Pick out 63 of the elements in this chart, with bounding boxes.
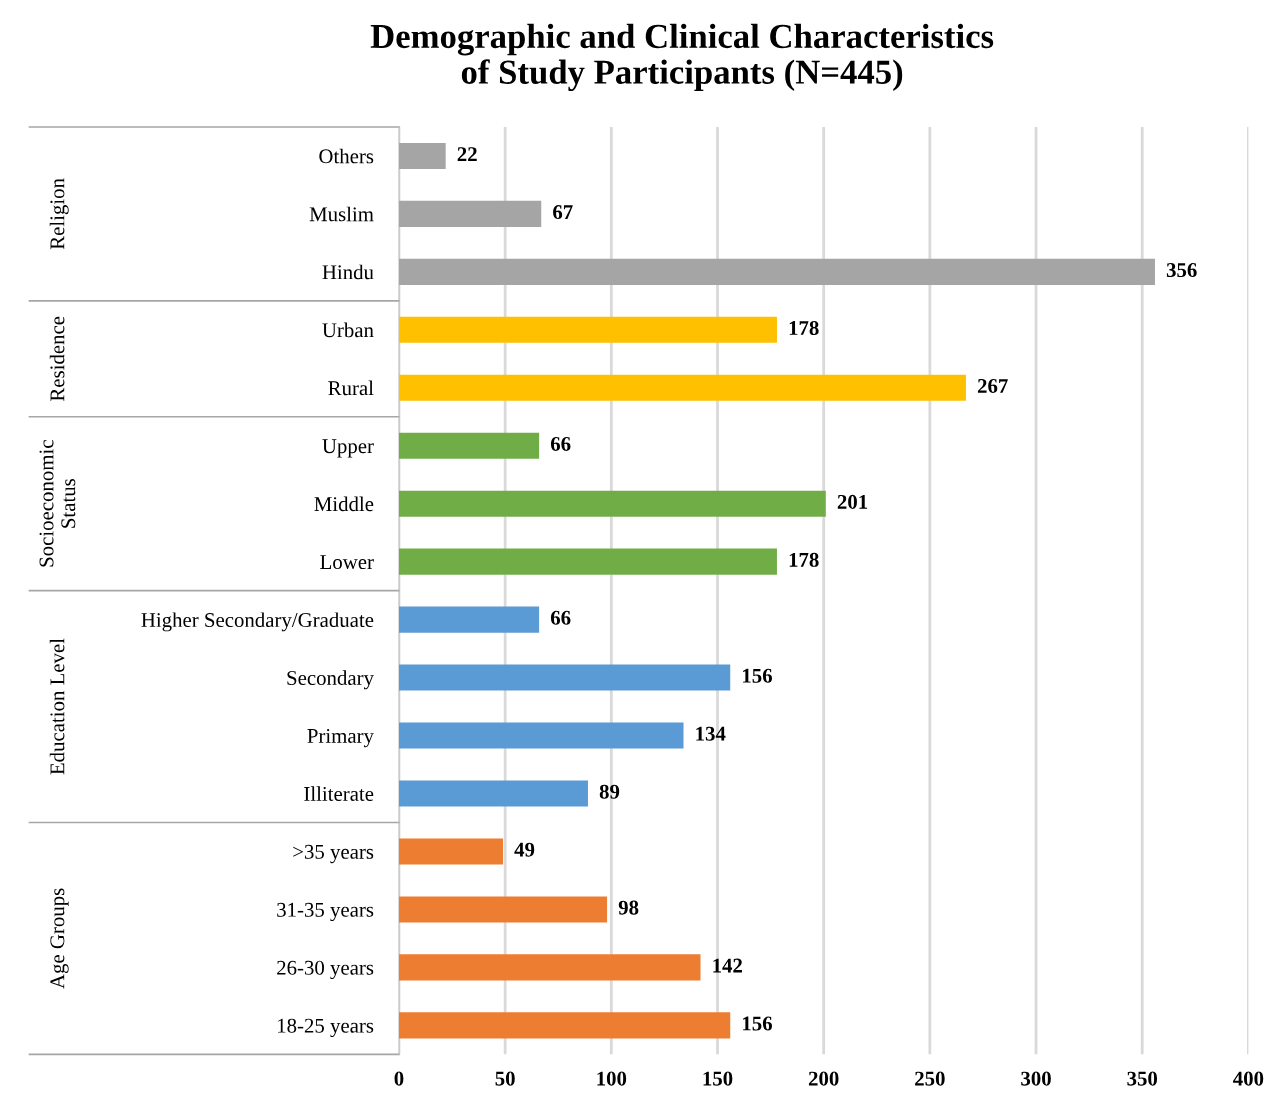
x-tick-label: 350	[1127, 1071, 1158, 1086]
y-tick-label: Higher Secondary/Graduate	[141, 612, 374, 632]
bar	[398, 432, 540, 459]
bar	[398, 780, 588, 807]
text: Education Level	[49, 638, 65, 775]
data-label: 66	[550, 436, 571, 451]
data-label: 201	[837, 494, 868, 509]
data-label: 156	[743, 1016, 772, 1031]
x-tick-label: 50	[495, 1071, 515, 1086]
data-label: 67	[553, 205, 573, 220]
bar	[398, 258, 1155, 285]
data-label: 49	[514, 842, 535, 857]
y-tick-label: 31-35 years	[277, 902, 374, 922]
y-tick-label: Secondary	[287, 670, 374, 690]
bar	[398, 606, 540, 633]
y-tick-label: 26-30 years	[277, 960, 374, 980]
bar	[398, 838, 504, 865]
bar	[398, 316, 777, 343]
text: Religion	[49, 178, 69, 250]
bar	[398, 548, 777, 575]
y-tick-label: Illiterate	[304, 786, 374, 801]
bar	[398, 1012, 731, 1039]
data-label: 66	[550, 610, 571, 625]
chart-title: Demographic and Clinical Characteristics of Study Participants (N=445)	[370, 23, 994, 92]
data-label: 142	[713, 958, 742, 973]
data-label: 156	[743, 668, 772, 683]
y-tick-label: Middle	[314, 496, 374, 512]
data-label: 89	[599, 784, 620, 799]
data-label: 178	[789, 320, 819, 336]
text: Residence	[49, 316, 65, 402]
bar	[398, 374, 966, 401]
x-tick-label: 100	[597, 1071, 627, 1086]
bar	[398, 200, 542, 227]
x-tick-label: 400	[1233, 1071, 1264, 1086]
bar	[398, 722, 684, 749]
bar	[398, 490, 826, 517]
data-label: 22	[457, 147, 477, 161]
y-tick-label: Urban	[322, 322, 374, 338]
data-label: 98	[618, 900, 639, 915]
y-tick-label: Lower	[320, 555, 374, 570]
y-tick-label: >35 years	[293, 844, 374, 864]
bar	[398, 896, 608, 923]
bar	[398, 142, 446, 169]
y-tick-label: Hindu	[322, 264, 374, 280]
text: Socioeconomic Status	[39, 440, 76, 567]
y-tick-label: Primary	[307, 728, 374, 748]
y-tick-label: Others	[319, 148, 374, 164]
x-tick-label: 300	[1021, 1071, 1051, 1086]
bar	[398, 664, 731, 691]
data-label: 356	[1166, 263, 1197, 278]
x-tick-label: 200	[808, 1071, 839, 1086]
data-label: 134	[696, 726, 726, 741]
bar	[398, 954, 701, 981]
data-label: 178	[789, 552, 819, 567]
y-tick-label: Upper	[322, 439, 374, 458]
y-tick-label: Rural	[328, 380, 374, 396]
y-tick-label: Muslim	[309, 206, 374, 222]
y-tick-label: 18-25 years	[278, 1018, 374, 1038]
data-label: 267	[977, 378, 1008, 393]
x-tick-label: 0	[394, 1071, 404, 1086]
x-tick-label: 150	[703, 1071, 733, 1086]
x-tick-label: 250	[915, 1071, 945, 1086]
text: Age Groups	[50, 888, 69, 989]
